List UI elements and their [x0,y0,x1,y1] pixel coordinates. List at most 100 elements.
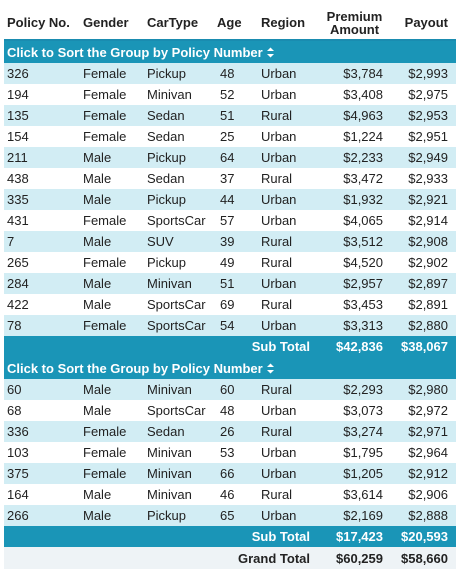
cell-age: 26 [214,421,258,442]
subtotal-row: Sub Total $17,423 $20,593 [4,526,456,547]
subtotal-row: Sub Total $42,836 $38,067 [4,336,456,357]
cell-premium: $3,274 [318,421,391,442]
cell-gender: Male [80,189,144,210]
cell-region: Urban [258,147,318,168]
cell-gender: Male [80,168,144,189]
table-row[interactable]: 164 Male Minivan 46 Rural $3,614 $2,906 [4,484,456,505]
table-row[interactable]: 335 Male Pickup 44 Urban $1,932 $2,921 [4,189,456,210]
table-row[interactable]: 78 Female SportsCar 54 Urban $3,313 $2,880 [4,315,456,336]
cell-policy-no: 194 [4,84,80,105]
cell-age: 64 [214,147,258,168]
cell-policy-no: 335 [4,189,80,210]
table-row[interactable]: 438 Male Sedan 37 Rural $3,472 $2,933 [4,168,456,189]
group-sort-button[interactable]: Click to Sort the Group by Policy Number [4,40,456,63]
cell-policy-no: 422 [4,294,80,315]
header-region[interactable]: Region [258,6,318,41]
cell-car-type: SUV [144,231,214,252]
grid-body: Click to Sort the Group by Policy Number… [4,40,456,569]
cell-car-type: Pickup [144,252,214,273]
header-policy-no[interactable]: Policy No. [4,6,80,41]
table-row[interactable]: 284 Male Minivan 51 Urban $2,957 $2,897 [4,273,456,294]
table-row[interactable]: 194 Female Minivan 52 Urban $3,408 $2,975 [4,84,456,105]
cell-premium: $3,073 [318,400,391,421]
cell-region: Rural [258,168,318,189]
cell-policy-no: 265 [4,252,80,273]
cell-car-type: Pickup [144,189,214,210]
table-row[interactable]: 266 Male Pickup 65 Urban $2,169 $2,888 [4,505,456,526]
cell-gender: Female [80,315,144,336]
cell-gender: Female [80,252,144,273]
subtotal-label: Sub Total [4,526,318,547]
cell-policy-no: 284 [4,273,80,294]
cell-age: 53 [214,442,258,463]
cell-age: 69 [214,294,258,315]
header-row: Policy No. Gender CarType Age Region Pre… [4,6,456,41]
cell-payout: $2,891 [391,294,456,315]
cell-policy-no: 78 [4,315,80,336]
table-row[interactable]: 135 Female Sedan 51 Rural $4,963 $2,953 [4,105,456,126]
cell-age: 49 [214,252,258,273]
table-row[interactable]: 431 Female SportsCar 57 Urban $4,065 $2,914 [4,210,456,231]
table-row[interactable]: 336 Female Sedan 26 Rural $3,274 $2,971 [4,421,456,442]
header-gender[interactable]: Gender [80,6,144,41]
table-row[interactable]: 7 Male SUV 39 Rural $3,512 $2,908 [4,231,456,252]
group-sort-row: Click to Sort the Group by Policy Number [4,40,456,63]
grand-total-row: Grand Total $60,259 $58,660 [4,547,456,569]
cell-region: Urban [258,315,318,336]
cell-payout: $2,902 [391,252,456,273]
cell-region: Urban [258,126,318,147]
cell-payout: $2,964 [391,442,456,463]
subtotal-payout: $20,593 [391,526,456,547]
cell-gender: Male [80,505,144,526]
cell-policy-no: 60 [4,379,80,400]
header-age[interactable]: Age [214,6,258,41]
cell-region: Rural [258,379,318,400]
cell-premium: $3,472 [318,168,391,189]
group-sort-row: Click to Sort the Group by Policy Number [4,357,456,379]
table-row[interactable]: 422 Male SportsCar 69 Rural $3,453 $2,891 [4,294,456,315]
table-row[interactable]: 375 Female Minivan 66 Urban $1,205 $2,912 [4,463,456,484]
cell-age: 54 [214,315,258,336]
table-row[interactable]: 68 Male SportsCar 48 Urban $3,073 $2,972 [4,400,456,421]
cell-gender: Male [80,147,144,168]
header-premium-amount[interactable]: Premium Amount [318,6,391,41]
cell-region: Rural [258,294,318,315]
cell-policy-no: 68 [4,400,80,421]
cell-gender: Female [80,442,144,463]
cell-payout: $2,912 [391,463,456,484]
cell-age: 44 [214,189,258,210]
cell-premium: $1,932 [318,189,391,210]
cell-policy-no: 164 [4,484,80,505]
header-car-type[interactable]: CarType [144,6,214,41]
cell-car-type: Minivan [144,442,214,463]
cell-policy-no: 431 [4,210,80,231]
cell-age: 48 [214,63,258,84]
table-row[interactable]: 60 Male Minivan 60 Rural $2,293 $2,980 [4,379,456,400]
cell-region: Urban [258,273,318,294]
table-row[interactable]: 326 Female Pickup 48 Urban $3,784 $2,993 [4,63,456,84]
cell-policy-no: 326 [4,63,80,84]
cell-payout: $2,888 [391,505,456,526]
policy-grid: Policy No. Gender CarType Age Region Pre… [4,6,456,569]
table-row[interactable]: 154 Female Sedan 25 Urban $1,224 $2,951 [4,126,456,147]
cell-age: 48 [214,400,258,421]
cell-gender: Female [80,63,144,84]
cell-premium: $3,614 [318,484,391,505]
table-row[interactable]: 265 Female Pickup 49 Rural $4,520 $2,902 [4,252,456,273]
cell-premium: $2,169 [318,505,391,526]
cell-policy-no: 7 [4,231,80,252]
grand-total-label: Grand Total [4,547,318,569]
cell-gender: Female [80,84,144,105]
cell-car-type: Pickup [144,63,214,84]
header-payout[interactable]: Payout [391,6,456,41]
cell-payout: $2,951 [391,126,456,147]
cell-policy-no: 103 [4,442,80,463]
cell-region: Rural [258,421,318,442]
cell-payout: $2,908 [391,231,456,252]
cell-region: Urban [258,442,318,463]
group-sort-button[interactable]: Click to Sort the Group by Policy Number [4,357,456,379]
table-row[interactable]: 211 Male Pickup 64 Urban $2,233 $2,949 [4,147,456,168]
cell-age: 51 [214,273,258,294]
cell-gender: Female [80,463,144,484]
table-row[interactable]: 103 Female Minivan 53 Urban $1,795 $2,964 [4,442,456,463]
